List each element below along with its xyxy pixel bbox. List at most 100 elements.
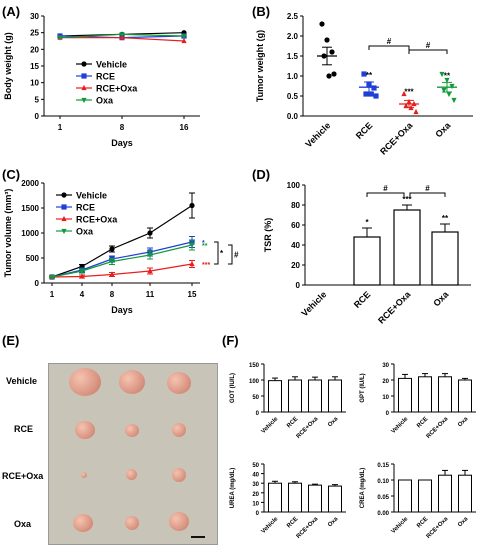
legend-marker	[81, 73, 87, 79]
x-tick-label: Oxa	[431, 289, 451, 309]
data-point	[181, 37, 187, 44]
bar	[458, 474, 472, 513]
y-tick-label: 0.05	[377, 495, 389, 501]
crea-chart: 0.00 0.05 0.10 0.15 CREA (mg/dL) Vehicle RCERC…	[360, 463, 476, 540]
significance-bracket	[214, 241, 219, 265]
bar	[268, 482, 282, 513]
x-tick-label: RCE+Oxa	[296, 516, 320, 540]
series-line	[51, 263, 193, 278]
x-tick-label: Oxa	[433, 120, 453, 140]
tumor-rce-oxa-3	[172, 468, 186, 482]
y-tick-label: 60	[291, 221, 300, 230]
tumor-vehicle-1	[69, 368, 101, 396]
bar	[268, 380, 282, 413]
y-tick-label: 50	[252, 395, 259, 401]
y-axis-title: TSR (%)	[263, 218, 273, 253]
y-tick-label: 40	[291, 241, 300, 250]
bar	[308, 484, 322, 513]
y-tick-label: 0	[35, 279, 40, 288]
legend-marker	[81, 84, 87, 91]
y-tick-label: 0.10	[377, 479, 389, 485]
tumor-vehicle-3	[167, 372, 191, 394]
significance-stars: *	[365, 218, 369, 227]
y-tick-label: 100	[249, 379, 260, 385]
y-tick-label: 0	[256, 511, 260, 517]
tumor-photo	[48, 363, 218, 545]
data-point	[373, 93, 379, 99]
significance-stars: ***	[404, 87, 414, 96]
y-tick-label: 20	[252, 492, 259, 498]
photo-row-label-rce: RCE	[14, 424, 34, 434]
data-point	[109, 259, 115, 265]
bar	[393, 209, 421, 286]
x-tick-label: 15	[188, 290, 197, 299]
significance-bracket	[408, 49, 448, 54]
legend-marker	[61, 192, 67, 198]
bar	[431, 231, 459, 286]
y-axis-title: UREA (mg/dL)	[230, 468, 236, 508]
y-tick-label: 0	[35, 112, 40, 121]
data-point	[451, 97, 457, 104]
y-tick-label: 150	[249, 363, 260, 369]
x-tick-label: Vehicle	[391, 416, 410, 435]
legend-label: Oxa	[76, 227, 94, 237]
significance-bracket	[228, 244, 233, 265]
x-tick-label: RCE+Oxa	[378, 120, 415, 157]
y-tick-label: 15	[30, 62, 39, 71]
y-tick-label: 0.5	[287, 92, 299, 101]
significance-bracket	[368, 45, 410, 50]
significance-stars: **	[366, 71, 373, 80]
data-point	[444, 77, 450, 84]
data-point	[368, 91, 374, 97]
y-tick-label: 40	[252, 473, 259, 479]
legend-marker	[81, 61, 87, 67]
x-tick-label: Vehicle	[299, 289, 328, 318]
photo-row-label-rce-oxa: RCE+Oxa	[2, 471, 44, 481]
y-axis-title: GOT (IU/L)	[230, 373, 236, 403]
data-point	[329, 49, 335, 55]
data-point	[319, 21, 325, 27]
y-tick-label: 1500	[21, 204, 39, 213]
legend-label: Vehicle	[96, 60, 127, 70]
data-point	[147, 252, 153, 259]
x-tick-label: RCE	[286, 516, 299, 529]
y-tick-label: 20	[291, 261, 300, 270]
y-axis-title: Tumor weight (g)	[255, 30, 265, 102]
x-axis-title: Days	[111, 138, 133, 148]
x-tick-label: RCE+Oxa	[296, 416, 320, 440]
tumor-rce-3	[172, 423, 186, 437]
panel-label-f: (F)	[222, 333, 239, 348]
y-tick-label: 5	[35, 95, 40, 104]
urea-chart: 0 10 20 30 40 50 UREA (mg/dL) Vehicle RCERCE+Oxa…	[230, 463, 346, 540]
data-point	[446, 91, 452, 98]
data-point	[189, 242, 195, 249]
series-line	[51, 244, 193, 278]
legend-marker	[61, 215, 67, 222]
data-point	[189, 202, 195, 209]
x-tick-label: RCE	[352, 289, 373, 310]
y-tick-label: 20	[30, 45, 39, 54]
significance-stars: ***	[402, 195, 412, 204]
data-point	[363, 91, 369, 97]
significance-stars: **	[444, 71, 451, 80]
legend-label: RCE+Oxa	[96, 84, 138, 94]
photo-row-label-vehicle: Vehicle	[6, 376, 38, 386]
legend-label: Oxa	[96, 96, 114, 106]
x-tick-label: Vehicle	[261, 416, 280, 435]
data-point	[49, 274, 55, 281]
tumor-oxa-2	[125, 516, 139, 530]
significance-bracket	[366, 192, 405, 197]
panel-label-c: (C)	[2, 167, 21, 182]
data-point	[79, 273, 85, 279]
x-tick-label: 4	[80, 290, 85, 299]
tumor-rce-2	[125, 424, 139, 437]
y-tick-label: 0.00	[377, 511, 389, 517]
tumor-rce-1	[75, 421, 95, 439]
significance-stars: *	[202, 240, 205, 247]
x-tick-label: RCE	[416, 416, 429, 429]
data-point	[109, 246, 115, 252]
y-tick-label: 80	[291, 201, 300, 210]
tsr-chart: 0 20 40 60 80 100 TSR (%) Vehicle * RCE *** RCE+Oxa…	[263, 181, 471, 326]
